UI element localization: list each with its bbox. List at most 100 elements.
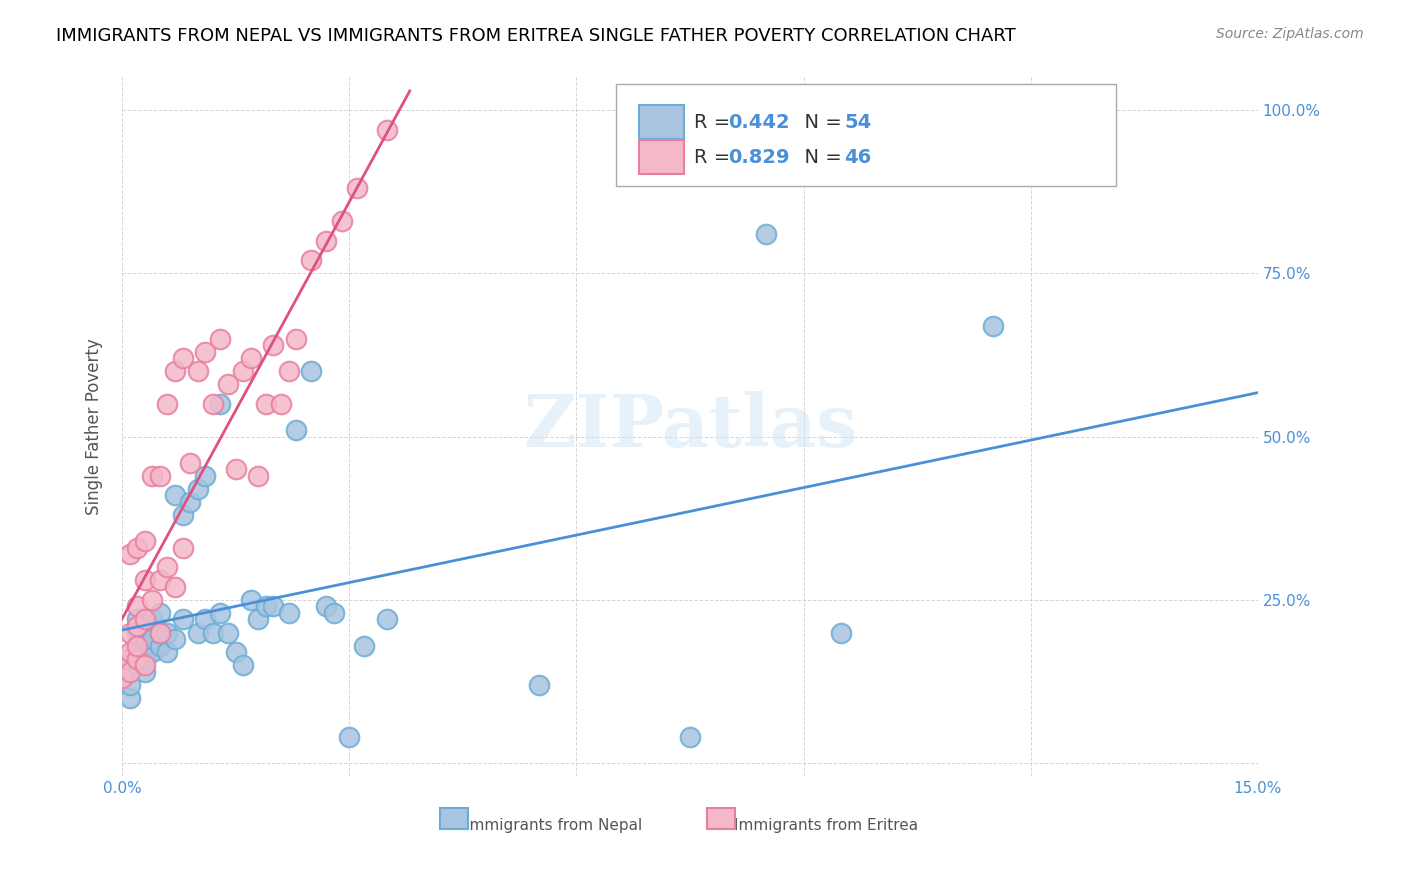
Point [217,377,239,392]
Y-axis label: Single Father Poverty: Single Father Poverty [86,338,103,516]
Point [118,678,141,692]
FancyBboxPatch shape [707,807,735,829]
Point [830,625,852,640]
Text: N =: N = [792,112,848,132]
Point [285,332,308,346]
Point [127,658,149,673]
Text: Immigrants from Eritrea: Immigrants from Eritrea [734,818,918,833]
Point [323,606,346,620]
Point [263,338,285,352]
Point [141,612,163,626]
Point [134,632,156,646]
Point [239,351,262,366]
Point [141,592,163,607]
Point [118,547,141,561]
Point [118,625,141,640]
Point [172,508,194,522]
Point [346,181,368,195]
Point [165,580,187,594]
Point [187,482,209,496]
Point [111,658,134,673]
Point [165,364,187,378]
Point [134,651,156,665]
Point [118,690,141,705]
Point [270,397,292,411]
Text: 46: 46 [845,147,872,167]
Point [149,574,172,588]
Point [127,612,149,626]
FancyBboxPatch shape [616,85,1116,186]
FancyBboxPatch shape [440,807,468,829]
Point [156,645,179,659]
Point [209,606,232,620]
Point [527,678,550,692]
Point [247,468,270,483]
Point [134,658,156,673]
Point [277,364,299,378]
Point [225,645,247,659]
Point [375,612,398,626]
Point [111,671,134,685]
Point [254,397,277,411]
Point [679,730,702,744]
Point [127,599,149,614]
Point [981,318,1004,333]
Text: ZIPatlas: ZIPatlas [523,392,858,462]
Point [127,651,149,665]
FancyBboxPatch shape [638,140,685,174]
Point [375,122,398,136]
Point [232,364,254,378]
Text: Source: ZipAtlas.com: Source: ZipAtlas.com [1216,27,1364,41]
Point [172,541,194,555]
Point [299,364,322,378]
Point [277,606,299,620]
Point [232,658,254,673]
Point [172,612,194,626]
Point [217,625,239,640]
Point [127,639,149,653]
Point [187,364,209,378]
Point [337,730,360,744]
Point [134,665,156,679]
Point [111,651,134,665]
Point [209,397,232,411]
Point [149,625,172,640]
Point [156,560,179,574]
Text: IMMIGRANTS FROM NEPAL VS IMMIGRANTS FROM ERITREA SINGLE FATHER POVERTY CORRELATI: IMMIGRANTS FROM NEPAL VS IMMIGRANTS FROM… [56,27,1017,45]
Point [172,351,194,366]
Point [225,462,247,476]
Point [165,488,187,502]
Point [209,332,232,346]
Point [179,495,201,509]
Text: R =: R = [695,112,737,132]
Text: 0.829: 0.829 [728,147,790,167]
Text: 0.442: 0.442 [728,112,790,132]
Point [141,645,163,659]
Point [194,612,217,626]
Point [194,468,217,483]
Point [149,625,172,640]
Point [156,397,179,411]
Point [239,592,262,607]
Point [127,541,149,555]
Point [141,632,163,646]
Point [118,651,141,665]
Point [263,599,285,614]
Point [755,227,778,242]
Point [149,606,172,620]
Point [299,253,322,268]
Point [165,632,187,646]
Point [201,397,224,411]
Point [134,619,156,633]
Point [149,468,172,483]
Point [201,625,224,640]
Point [247,612,270,626]
Point [149,639,172,653]
Point [127,619,149,633]
Point [353,639,375,653]
Text: R =: R = [695,147,737,167]
Point [330,214,353,228]
Point [118,665,141,679]
Point [156,625,179,640]
Point [134,534,156,549]
